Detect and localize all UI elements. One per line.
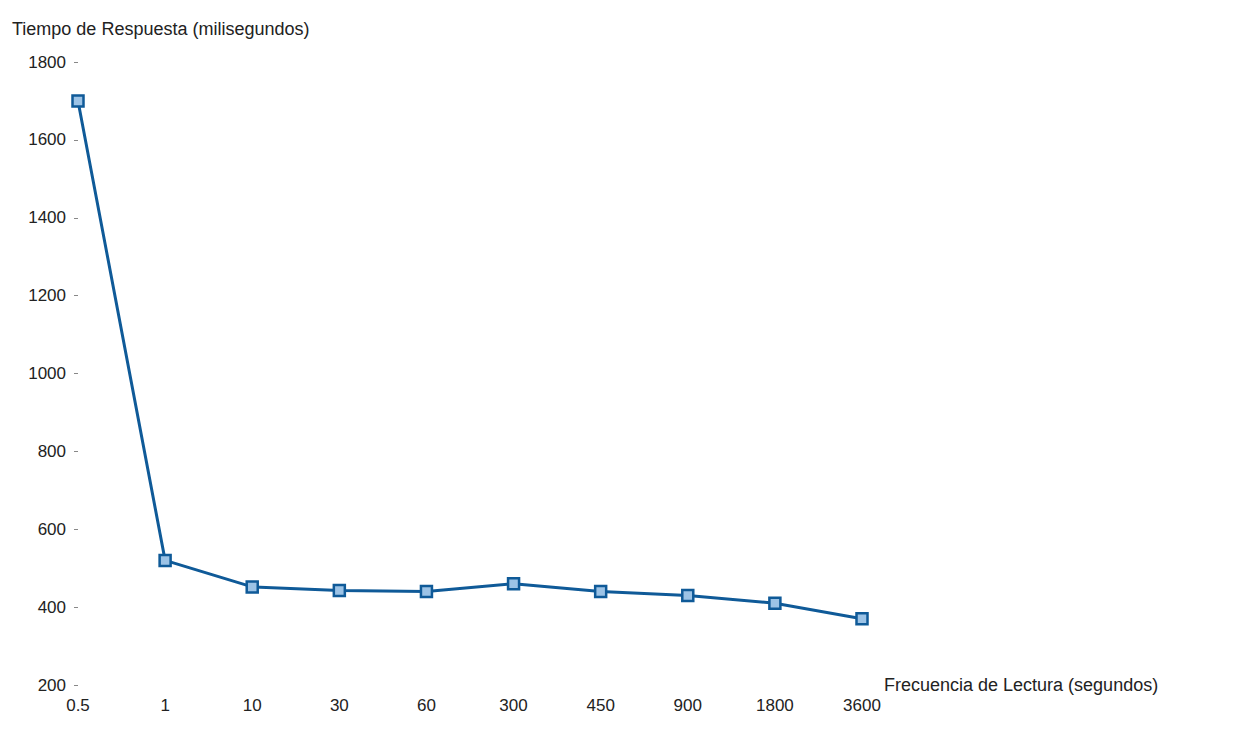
- svg-text:800: 800: [38, 442, 66, 461]
- svg-text:1400: 1400: [28, 208, 66, 227]
- svg-text:1: 1: [160, 696, 169, 715]
- svg-text:400: 400: [38, 598, 66, 617]
- svg-text:300: 300: [499, 696, 527, 715]
- svg-text:1800: 1800: [756, 696, 794, 715]
- svg-text:1600: 1600: [28, 130, 66, 149]
- svg-text:1800: 1800: [28, 53, 66, 72]
- svg-text:1200: 1200: [28, 286, 66, 305]
- svg-text:200: 200: [38, 676, 66, 695]
- svg-text:Tiempo de Respuesta (milisegun: Tiempo de Respuesta (milisegundos): [12, 19, 309, 39]
- svg-text:450: 450: [586, 696, 614, 715]
- svg-text:10: 10: [243, 696, 262, 715]
- svg-text:0.5: 0.5: [66, 696, 90, 715]
- svg-text:Frecuencia de Lectura (segundo: Frecuencia de Lectura (segundos): [884, 675, 1158, 695]
- svg-text:30: 30: [330, 696, 349, 715]
- svg-text:60: 60: [417, 696, 436, 715]
- svg-text:600: 600: [38, 520, 66, 539]
- svg-text:900: 900: [674, 696, 702, 715]
- svg-text:1000: 1000: [28, 364, 66, 383]
- svg-text:3600: 3600: [843, 696, 881, 715]
